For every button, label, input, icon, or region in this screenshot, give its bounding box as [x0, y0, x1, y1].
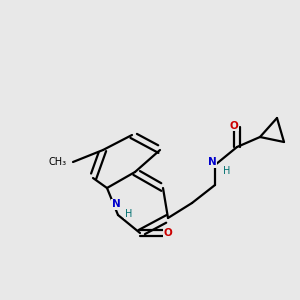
- Text: H: H: [124, 209, 132, 219]
- Text: O: O: [230, 121, 238, 131]
- Text: H: H: [223, 166, 231, 176]
- Text: N: N: [208, 157, 216, 167]
- Text: O: O: [164, 228, 172, 238]
- Text: CH₃: CH₃: [49, 157, 67, 167]
- Text: N: N: [112, 199, 121, 209]
